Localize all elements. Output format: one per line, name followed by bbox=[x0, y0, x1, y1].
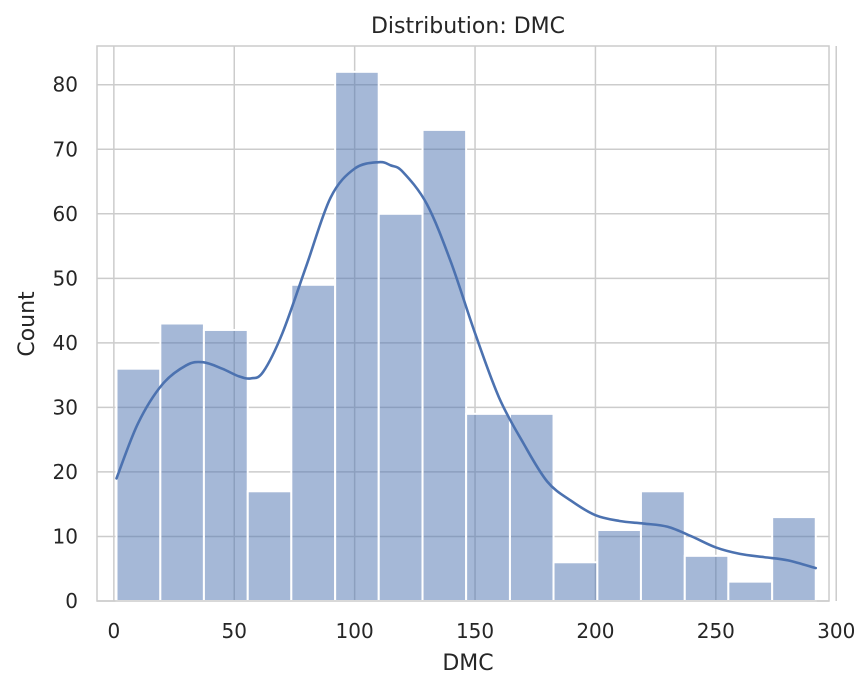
x-tick-label: 200 bbox=[576, 619, 614, 643]
y-tick-label: 50 bbox=[53, 266, 78, 290]
y-tick-label: 70 bbox=[53, 137, 78, 161]
x-tick-label: 100 bbox=[336, 619, 374, 643]
histogram-bar bbox=[683, 554, 730, 602]
y-tick-labels: 0 10 20 30 40 50 60 70 80 bbox=[53, 73, 78, 613]
histogram-bar bbox=[334, 70, 380, 602]
histogram-bar bbox=[508, 412, 555, 603]
x-tick-label: 0 bbox=[107, 619, 120, 643]
histogram-bar bbox=[727, 580, 774, 602]
y-axis-label: Count bbox=[15, 291, 40, 357]
histogram-bar bbox=[421, 128, 468, 602]
x-tick-label: 300 bbox=[817, 619, 855, 643]
histogram-bar bbox=[596, 529, 642, 603]
chart-title: Distribution: DMC bbox=[371, 14, 565, 39]
y-tick-label: 20 bbox=[53, 460, 78, 484]
histogram-bar bbox=[159, 322, 205, 602]
y-tick-label: 30 bbox=[53, 395, 78, 419]
x-axis-label: DMC bbox=[442, 651, 493, 676]
histogram-bar bbox=[377, 212, 424, 602]
histogram-bars bbox=[115, 70, 817, 603]
y-tick-label: 80 bbox=[53, 73, 78, 97]
y-tick-label: 0 bbox=[65, 589, 78, 613]
x-tick-labels: 0 50 100 150 200 250 300 bbox=[107, 619, 855, 643]
y-tick-label: 40 bbox=[53, 331, 78, 355]
histogram-bar bbox=[552, 561, 599, 602]
kde-curve-group bbox=[115, 160, 818, 570]
histogram-bar bbox=[246, 490, 293, 603]
x-tick-label: 250 bbox=[697, 619, 735, 643]
x-tick-label: 150 bbox=[456, 619, 494, 643]
histogram-bar bbox=[465, 412, 511, 603]
histogram-bar bbox=[115, 367, 162, 602]
y-tick-label: 60 bbox=[53, 202, 78, 226]
plot-frame bbox=[96, 45, 830, 602]
kde-line bbox=[115, 160, 818, 570]
histogram-bar bbox=[639, 490, 686, 603]
histogram-bar bbox=[290, 283, 337, 602]
y-tick-label: 10 bbox=[53, 524, 78, 548]
x-tick-label: 50 bbox=[222, 619, 247, 643]
